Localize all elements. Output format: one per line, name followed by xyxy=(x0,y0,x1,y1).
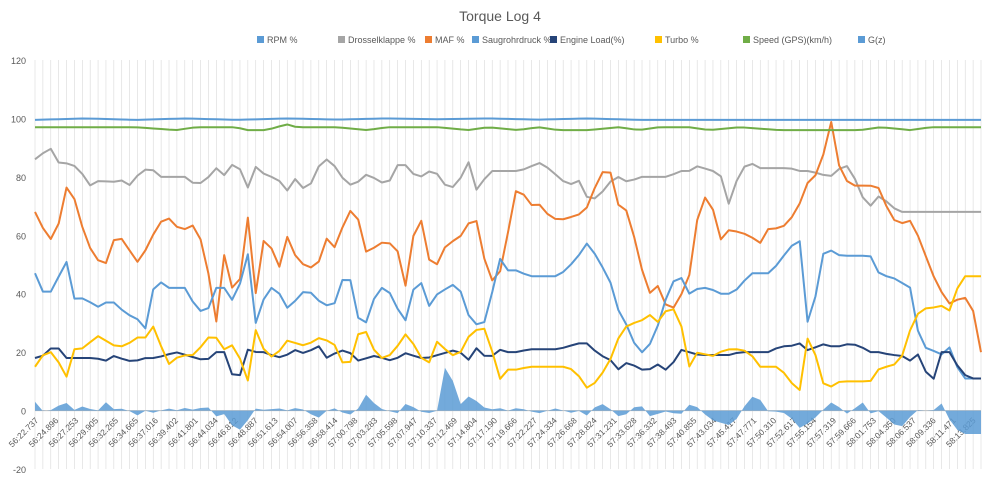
legend-item: Speed (GPS)(km/h) xyxy=(743,35,832,45)
legend-label: Speed (GPS)(km/h) xyxy=(753,35,832,45)
series-line-drosselklappe- xyxy=(34,147,981,213)
legend-label: Drosselklappe % xyxy=(348,35,416,45)
legend-item: Turbo % xyxy=(655,35,699,45)
legend-label: Turbo % xyxy=(665,35,699,45)
y-tick-label: 80 xyxy=(16,173,26,183)
legend: RPM % Drosselklappe % MAF % Saugrohrdruck %… xyxy=(257,35,886,45)
legend-swatch xyxy=(257,36,264,43)
y-tick-label: 0 xyxy=(21,407,26,417)
series-line-maf- xyxy=(34,120,982,353)
legend-item: Saugrohrdruck % xyxy=(472,35,552,45)
y-tick-label: 40 xyxy=(16,290,26,300)
y-tick-label: 120 xyxy=(11,56,26,66)
legend-swatch xyxy=(472,36,479,43)
chart-title: Torque Log 4 xyxy=(459,8,541,24)
legend-swatch xyxy=(743,36,750,43)
y-tick-label: 60 xyxy=(16,231,26,241)
legend-item: RPM % xyxy=(257,35,298,45)
legend-label: RPM % xyxy=(267,35,298,45)
legend-item: Drosselklappe % xyxy=(338,35,416,45)
series-line-speed-gps-km-h- xyxy=(35,123,981,132)
legend-label: MAF % xyxy=(435,35,465,45)
series-line-saugrohrdruck- xyxy=(34,240,981,380)
legend-swatch xyxy=(338,36,345,43)
series-line-rpm- xyxy=(34,117,981,121)
y-tick-label: -20 xyxy=(13,465,26,475)
legend-swatch xyxy=(858,36,865,43)
y-tick-label: 100 xyxy=(11,114,26,124)
y-tick-label: 20 xyxy=(16,348,26,358)
plot-area xyxy=(34,117,982,434)
legend-label: Saugrohrdruck % xyxy=(482,35,552,45)
legend-label: G(z) xyxy=(868,35,886,45)
legend-swatch xyxy=(550,36,557,43)
legend-swatch xyxy=(655,36,662,43)
series-line-engine-load- xyxy=(34,342,981,380)
legend-item: G(z) xyxy=(858,35,886,45)
legend-swatch xyxy=(425,36,432,43)
legend-item: MAF % xyxy=(425,35,465,45)
series-line-turbo- xyxy=(34,275,981,391)
legend-label: Engine Load(%) xyxy=(560,35,625,45)
legend-item: Engine Load(%) xyxy=(550,35,625,45)
